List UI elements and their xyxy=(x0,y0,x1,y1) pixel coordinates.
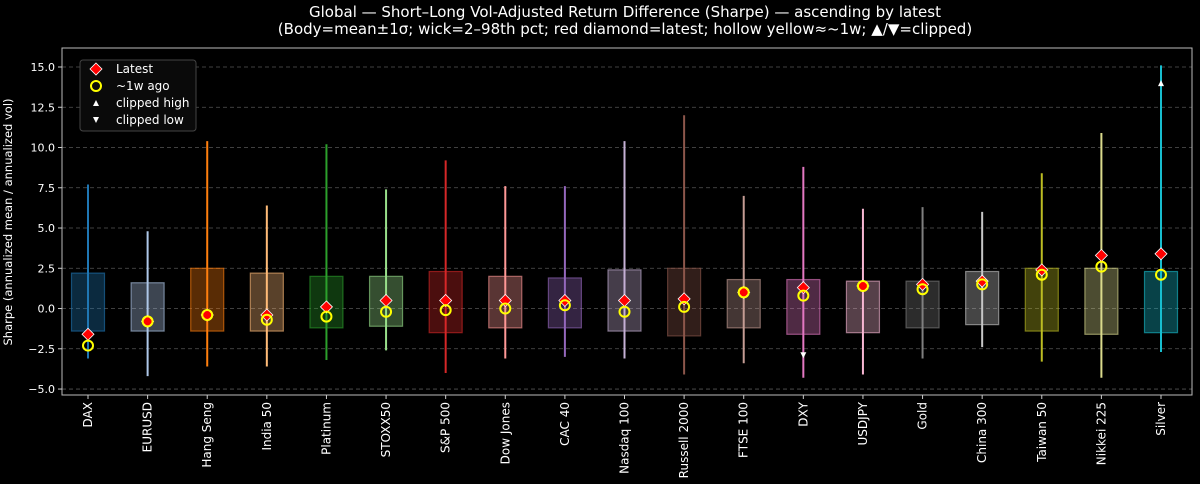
week-ago-marker xyxy=(856,279,869,292)
latest-marker xyxy=(677,292,691,306)
series-dxy xyxy=(786,166,821,378)
series-silver xyxy=(1143,65,1179,353)
x-tick-label: EURUSD xyxy=(141,402,155,452)
week-ago-marker xyxy=(260,313,273,326)
legend-latest: Latest xyxy=(116,62,153,76)
week-ago-marker xyxy=(916,283,929,296)
x-tick-label: USDJPY xyxy=(856,401,870,445)
week-ago-marker xyxy=(82,339,94,352)
week-ago-marker xyxy=(380,305,393,318)
grid xyxy=(62,66,1192,390)
clipped-high-marker xyxy=(1158,80,1164,87)
series-dow-jones xyxy=(488,186,523,359)
week-ago-marker xyxy=(797,289,810,302)
week-ago-marker xyxy=(1095,260,1108,273)
legend-week: ~1w ago xyxy=(116,79,170,93)
series-russell-2000 xyxy=(667,115,702,375)
x-tick-label: Silver xyxy=(1154,402,1168,436)
series-nikkei-225 xyxy=(1084,133,1119,378)
series-taiwan-50 xyxy=(1024,173,1059,362)
legend-clipped-high-icon xyxy=(93,100,99,106)
legend: Latest ~1w ago clipped high clipped low xyxy=(79,59,197,132)
series-ftse-100 xyxy=(726,195,761,364)
legend-week-circle-icon xyxy=(90,80,102,92)
week-ago-marker xyxy=(678,300,691,313)
series-s-p-500 xyxy=(428,160,463,373)
x-tick-label: Taiwan 50 xyxy=(1035,402,1049,463)
week-ago-marker xyxy=(558,299,571,312)
chart-subtitle: (Body=mean±1σ; wick=2–98th pct; red diam… xyxy=(278,20,972,38)
legend-clipped-low-icon xyxy=(93,117,99,123)
week-ago-marker xyxy=(737,286,750,299)
marks xyxy=(70,65,1179,378)
y-tick-label: 0.0 xyxy=(38,303,56,316)
plot-frame xyxy=(61,47,1193,396)
latest-marker xyxy=(1154,247,1168,261)
series-china-300 xyxy=(965,211,1000,348)
week-ago-marker xyxy=(1035,268,1048,281)
x-tick-label: DXY xyxy=(796,401,810,426)
week-ago-marker xyxy=(1155,268,1167,281)
latest-marker xyxy=(1094,248,1108,262)
clipped-low-marker xyxy=(800,352,807,359)
week-ago-marker xyxy=(618,305,631,318)
y-tick-label: 10.0 xyxy=(31,142,56,155)
y-tick-label: 15.0 xyxy=(31,61,56,74)
legend-clipped-high: clipped high xyxy=(116,96,189,110)
week-ago-marker xyxy=(976,278,989,291)
series-cac-40 xyxy=(547,186,582,357)
y-tick-label: −5.0 xyxy=(28,383,55,396)
x-tick-label: S&P 500 xyxy=(439,402,453,453)
legend-latest-diamond-icon xyxy=(89,62,103,76)
y-tick-label: 7.5 xyxy=(38,182,56,195)
x-tick-label: STOXX50 xyxy=(379,402,393,457)
week-ago-marker xyxy=(499,302,512,315)
x-tick-label: Dow Jones xyxy=(498,402,512,464)
x-tick-label: Nikkei 225 xyxy=(1094,402,1108,465)
series-stoxx50 xyxy=(368,189,404,351)
series-dax xyxy=(70,184,106,359)
series-hang-seng xyxy=(190,141,225,367)
chart-title: Global — Short–Long Vol-Adjusted Return … xyxy=(309,3,941,21)
series-platinum xyxy=(309,144,344,361)
series-usdjpy xyxy=(845,208,881,375)
x-tick-label: Russell 2000 xyxy=(677,402,691,478)
x-ticks: DAX EURUSD Hang Seng India 50 Platinum STOXX5… xyxy=(81,395,1168,478)
y-tick-label: 5.0 xyxy=(38,222,56,235)
x-tick-label: Nasdaq 100 xyxy=(618,402,632,474)
series-eurusd xyxy=(130,231,165,377)
series-india-50 xyxy=(249,205,284,367)
latest-marker xyxy=(439,293,453,308)
latest-marker xyxy=(319,300,334,314)
series-nasdaq-100 xyxy=(607,141,642,359)
x-tick-label: Platinum xyxy=(319,402,333,455)
latest-marker xyxy=(975,274,989,288)
x-tick-label: CAC 40 xyxy=(558,402,572,446)
week-ago-marker xyxy=(439,304,452,317)
week-ago-marker xyxy=(320,310,333,323)
week-ago-marker xyxy=(201,308,214,321)
x-tick-label: India 50 xyxy=(260,402,274,451)
y-tick-label: −2.5 xyxy=(28,343,55,356)
y-ticks: −5.0 −2.5 0.0 2.5 5.0 7.5 10.0 12.5 15.0 xyxy=(28,61,62,396)
legend-clipped-low: clipped low xyxy=(116,113,184,127)
x-tick-label: Gold xyxy=(916,402,930,430)
x-tick-label: FTSE 100 xyxy=(737,402,751,458)
series-gold xyxy=(905,207,940,359)
x-tick-label: China 300 xyxy=(975,402,989,463)
y-axis-label: Sharpe (annualized mean / annualized vol… xyxy=(1,98,15,345)
week-ago-marker xyxy=(141,315,154,328)
y-tick-label: 12.5 xyxy=(31,101,56,114)
x-tick-label: Hang Seng xyxy=(200,402,214,468)
x-tick-label: DAX xyxy=(81,402,95,427)
y-tick-label: 2.5 xyxy=(38,262,56,275)
